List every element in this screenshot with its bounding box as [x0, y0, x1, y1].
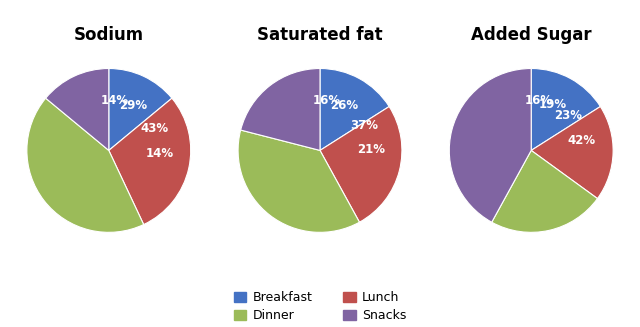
Wedge shape [449, 68, 531, 222]
Text: 21%: 21% [356, 144, 385, 157]
Text: 14%: 14% [145, 146, 173, 160]
Text: 16%: 16% [313, 94, 341, 107]
Wedge shape [109, 98, 191, 225]
Text: 14%: 14% [101, 94, 129, 107]
Legend: Breakfast, Dinner, Lunch, Snacks: Breakfast, Dinner, Lunch, Snacks [228, 286, 412, 327]
Wedge shape [238, 130, 360, 232]
Wedge shape [45, 68, 109, 150]
Wedge shape [109, 68, 172, 150]
Text: 19%: 19% [539, 98, 567, 111]
Text: 16%: 16% [524, 94, 552, 107]
Wedge shape [241, 68, 320, 150]
Text: 26%: 26% [331, 99, 358, 112]
Text: 37%: 37% [350, 119, 378, 132]
Text: 42%: 42% [567, 134, 595, 147]
Text: 23%: 23% [554, 109, 582, 122]
Title: Sodium: Sodium [74, 26, 144, 44]
Wedge shape [27, 98, 143, 232]
Wedge shape [320, 68, 389, 150]
Text: 43%: 43% [141, 122, 169, 135]
Wedge shape [492, 150, 598, 232]
Title: Added Sugar: Added Sugar [471, 26, 591, 44]
Wedge shape [531, 68, 600, 150]
Wedge shape [531, 107, 613, 198]
Title: Saturated fat: Saturated fat [257, 26, 383, 44]
Wedge shape [320, 107, 402, 222]
Text: 29%: 29% [119, 99, 147, 112]
